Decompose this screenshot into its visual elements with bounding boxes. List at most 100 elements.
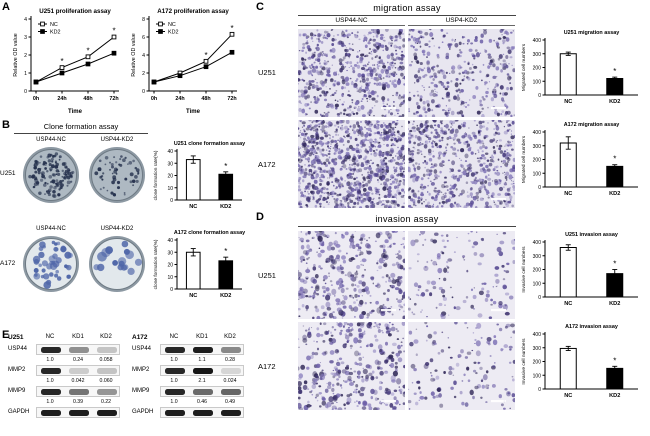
protein-band: [69, 368, 89, 374]
protein-label: USP44: [8, 346, 28, 352]
svg-text:3: 3: [24, 35, 27, 41]
a172-clone-formation-chart: A172 clone formation assay 0 10 20 30 40 clone…: [153, 230, 245, 299]
svg-text:Time: Time: [186, 109, 201, 115]
svg-text:A172 clone formation assay: A172 clone formation assay: [174, 230, 245, 236]
svg-text:A172 migration assay: A172 migration assay: [564, 122, 619, 128]
protein-band: [221, 410, 241, 416]
western-blot-a172: A172 NC KD1 KD2 USP44 1.0 1.1 0.28 MMP2 1.0 2.1 0.0…: [132, 334, 250, 424]
svg-text:KD2: KD2: [220, 204, 231, 210]
protein-band: [69, 347, 89, 353]
band-intensity-value: 0.060: [99, 377, 113, 384]
a172-migration-chart: A172 migration assay 0 100 200 300 400 Migrate…: [521, 122, 638, 197]
band-intensity-value: 0.46: [196, 398, 208, 405]
svg-text:0: 0: [538, 387, 541, 393]
svg-text:30: 30: [167, 250, 173, 256]
dish-u251-nc: [23, 147, 79, 203]
band-intensity-value: 0.042: [71, 377, 85, 384]
svg-text:100: 100: [533, 281, 542, 287]
svg-text:48h: 48h: [83, 96, 92, 102]
micrograph-migration-a172-nc: [298, 120, 405, 208]
svg-text:400: 400: [533, 130, 542, 136]
svg-text:300: 300: [533, 254, 542, 260]
svg-text:KD2: KD2: [609, 301, 620, 307]
protein-band: [165, 368, 185, 374]
blot-cell-line-label: U251: [8, 334, 24, 341]
protein-label: USP44: [132, 346, 152, 352]
svg-text:KD2: KD2: [609, 393, 620, 399]
micrograph-invasion-a172-nc: [298, 322, 405, 410]
svg-text:300: 300: [533, 52, 542, 58]
svg-text:0: 0: [538, 295, 541, 301]
col-label-usp4-kd2: USP4-KD2: [408, 17, 515, 26]
row-label-a172-invasion: A172: [258, 362, 276, 371]
svg-text:*: *: [613, 67, 616, 76]
blot-lane-label: NC: [45, 334, 55, 340]
svg-text:NC: NC: [564, 99, 572, 105]
dish-u251-kd2: [89, 147, 145, 203]
protein-band: [165, 347, 185, 353]
svg-text:NC: NC: [564, 191, 572, 197]
band-intensity-value: 0.28: [224, 356, 236, 363]
protein-band: [165, 389, 185, 395]
protein-band: [221, 368, 241, 374]
blot-cell-line-label: A172: [132, 334, 148, 341]
svg-text:48h: 48h: [201, 96, 210, 102]
panel-label-d: D: [256, 211, 264, 223]
svg-text:0: 0: [538, 185, 541, 191]
svg-text:*: *: [112, 27, 115, 36]
protein-band: [97, 410, 117, 416]
svg-text:0h: 0h: [33, 96, 39, 102]
u251-clone-formation-chart: U251 clone formation assay 0 10 20 30 40 clone…: [153, 141, 245, 210]
western-blot-u251: U251 NC KD1 KD2 USP44 1.0 0.24 0.058 MMP2 1.0 0.04…: [8, 334, 126, 424]
dish-a172-nc: [23, 236, 79, 292]
protein-label: MMP2: [8, 367, 26, 373]
micrograph-invasion-u251-nc: [298, 231, 405, 319]
row-label-a172-clone: A172: [0, 260, 16, 267]
svg-text:KD2: KD2: [609, 191, 620, 197]
protein-label: MMP9: [8, 388, 26, 394]
svg-text:*: *: [86, 46, 89, 55]
protein-band: [193, 368, 213, 374]
a172-proliferation-chart: A172 proliferation assay 0 2 4 6 8 0h 24h 48h 72h…: [131, 8, 237, 115]
protein-band: [221, 347, 241, 353]
svg-text:1: 1: [24, 71, 27, 77]
svg-text:NC: NC: [189, 204, 197, 210]
blot-lane-label: KD1: [72, 334, 84, 340]
panel-label-e: E: [2, 329, 10, 341]
svg-text:20: 20: [167, 174, 173, 180]
svg-text:6: 6: [142, 35, 145, 41]
protein-band: [41, 389, 61, 395]
protein-band: [41, 347, 61, 353]
svg-text:KD2: KD2: [220, 293, 231, 299]
svg-text:300: 300: [533, 346, 542, 352]
svg-text:Time: Time: [68, 109, 83, 115]
svg-text:300: 300: [533, 144, 542, 150]
band-intensity-value: 1.1: [198, 356, 206, 363]
u251-migration-chart: U251 migration assay 0 100 200 300 400 Migrate…: [521, 30, 638, 105]
protein-label: GAPDH: [132, 409, 154, 415]
svg-text:4: 4: [142, 53, 145, 59]
svg-text:Relative OD value: Relative OD value: [13, 33, 19, 76]
svg-text:NC: NC: [189, 293, 197, 299]
svg-text:20: 20: [167, 263, 173, 269]
band-strip-usp44: [160, 344, 244, 355]
protein-band: [193, 389, 213, 395]
protein-band: [97, 389, 117, 395]
protein-band: [221, 389, 241, 395]
row-label-u251-migration: U251: [258, 68, 276, 77]
svg-text:72h: 72h: [227, 96, 236, 102]
svg-text:A172 invasion assay: A172 invasion assay: [565, 324, 618, 330]
svg-text:*: *: [613, 260, 616, 269]
svg-text:4: 4: [24, 17, 27, 23]
protein-label: MMP2: [132, 367, 150, 373]
svg-text:2: 2: [24, 53, 27, 59]
protein-label: MMP9: [132, 388, 150, 394]
svg-text:*: *: [224, 247, 227, 256]
svg-text:Relative OD value: Relative OD value: [131, 33, 137, 76]
band-intensity-value: 0.22: [100, 398, 112, 405]
blot-lane-label: KD2: [100, 334, 112, 340]
invasion-assay-header: invasion assay: [298, 214, 516, 227]
u251-proliferation-chart: U251 proliferation assay 0 1 2 3 4 0h 24h 48h 72h…: [13, 8, 119, 115]
svg-text:0: 0: [538, 93, 541, 99]
dish-label-a172-kd2: USP44-KD2: [100, 226, 134, 232]
